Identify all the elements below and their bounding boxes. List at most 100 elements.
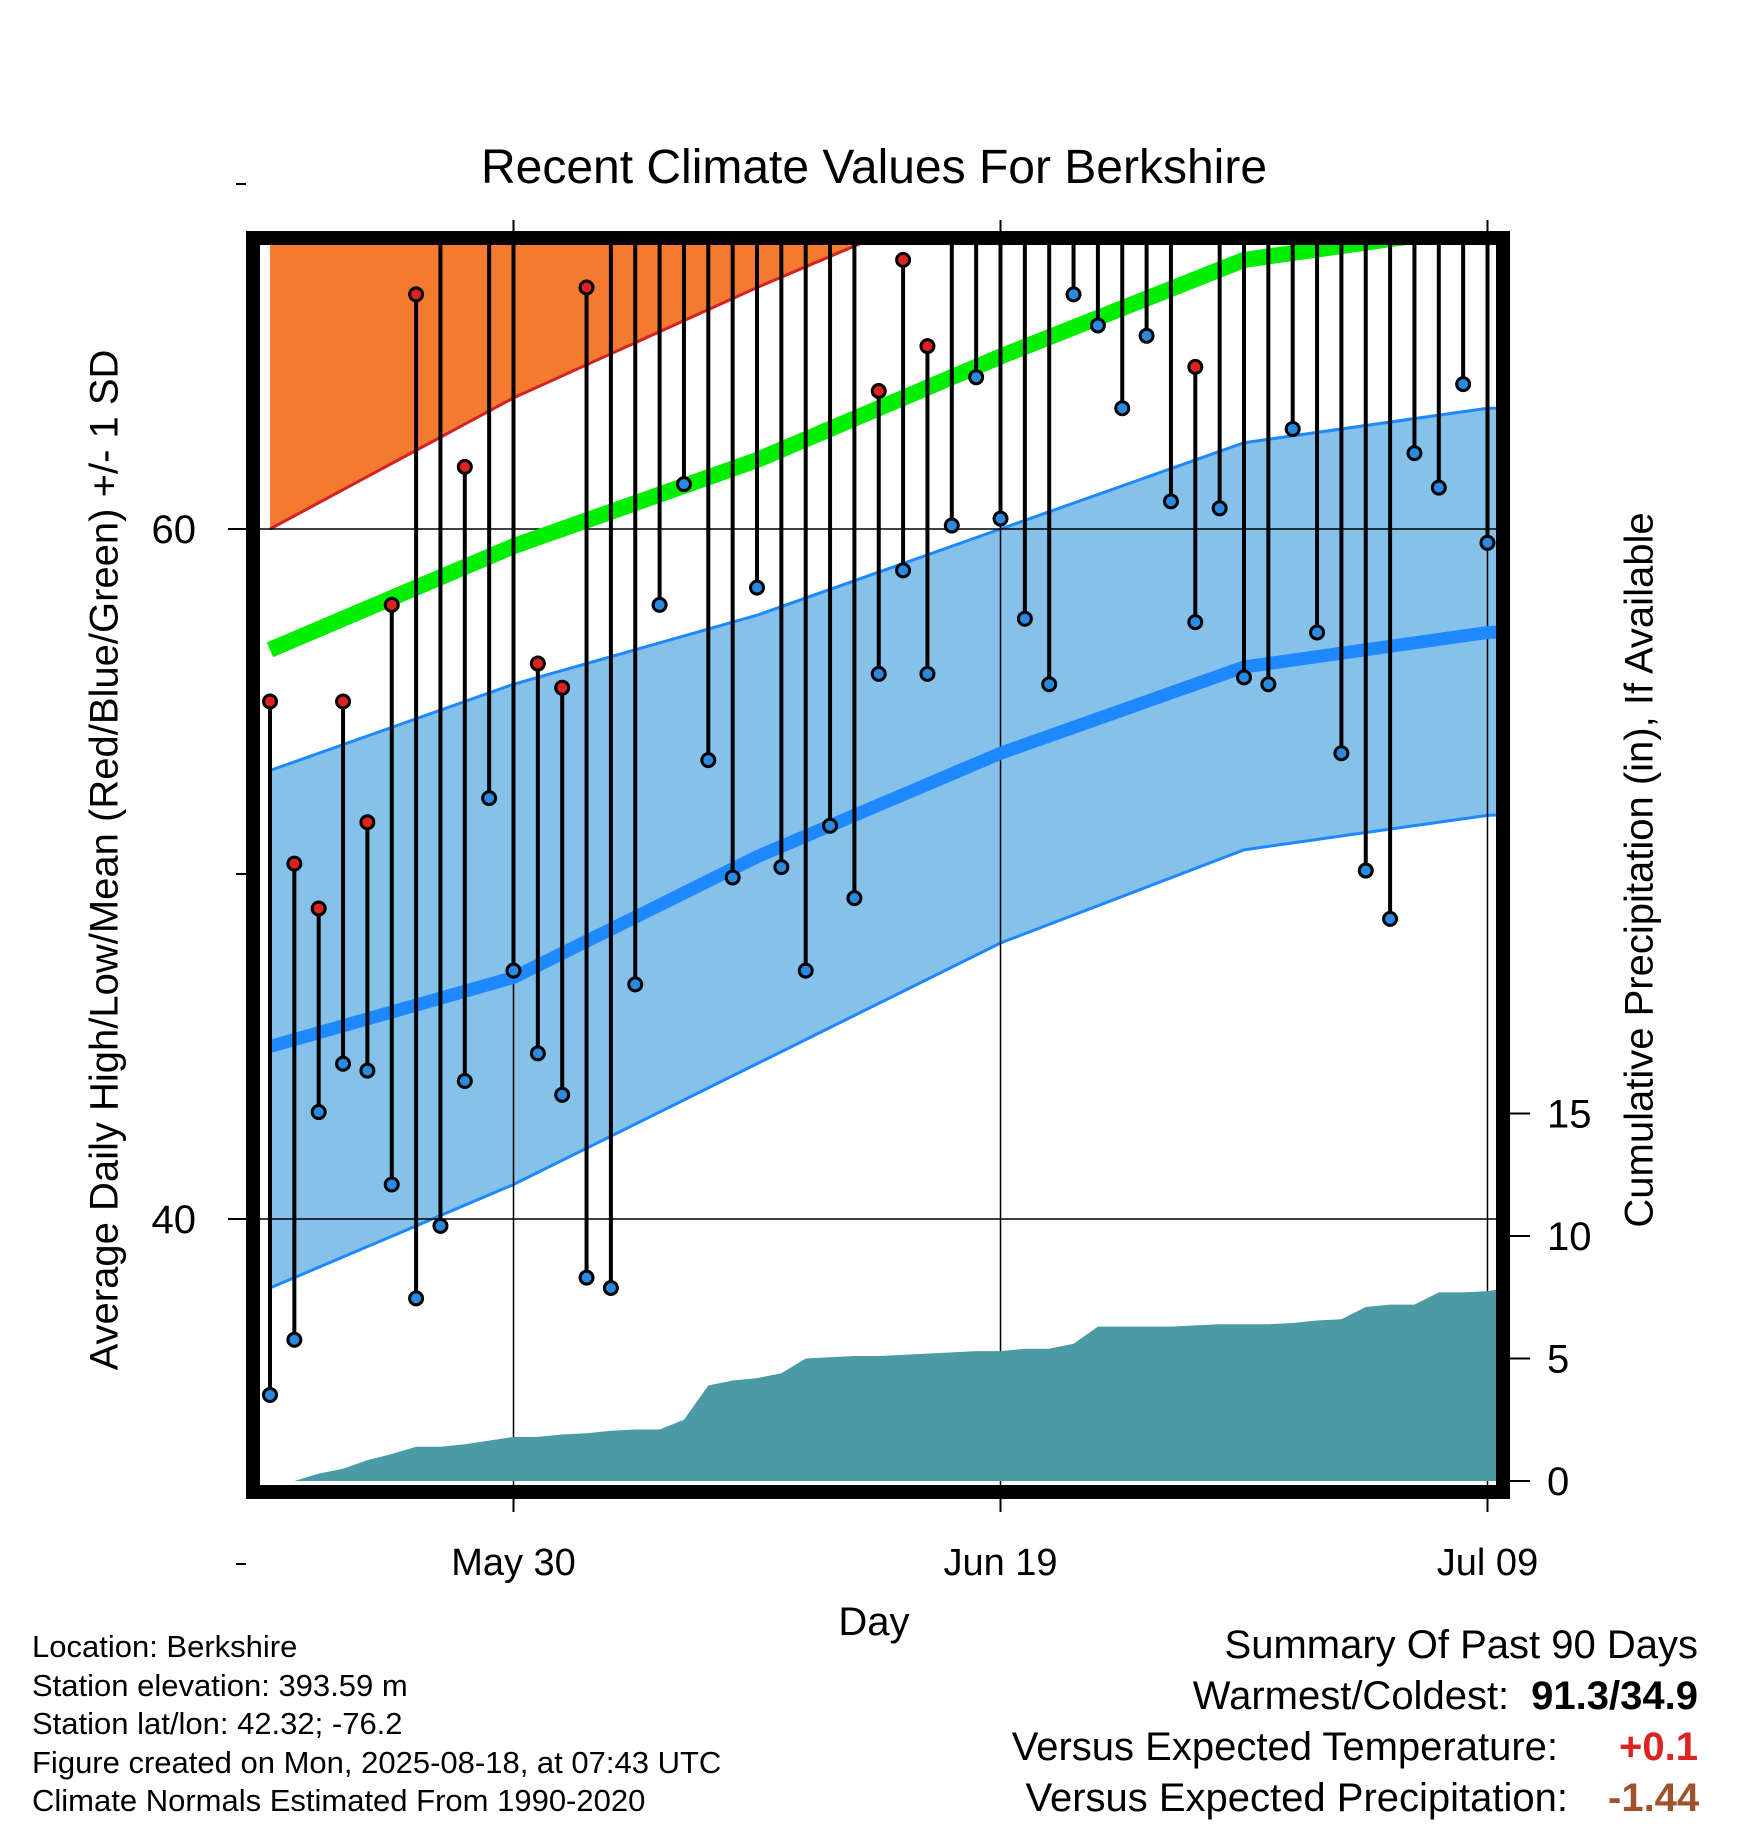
- daily-low-point: [310, 1104, 327, 1121]
- y-right-tick-label: 15: [1547, 1093, 1592, 1137]
- daily-low-point: [627, 976, 644, 993]
- daily-low-point: [456, 1073, 473, 1089]
- daily-low-point: [335, 1055, 352, 1072]
- daily-low-point: [1211, 500, 1228, 517]
- daily-high-point: [434, 202, 447, 215]
- daily-high-point: [408, 286, 425, 303]
- daily-high-point: [1359, 67, 1372, 80]
- low-sd-band: [270, 408, 1496, 1288]
- temp-value: +0.1: [1619, 1725, 1698, 1769]
- daily-high-point: [383, 596, 400, 613]
- x-tick-label: Jun 19: [943, 1542, 1057, 1584]
- daily-low-point: [700, 752, 717, 769]
- daily-low-point: [651, 596, 668, 613]
- daily-low-point: [505, 962, 522, 979]
- daily-low-point: [749, 579, 765, 596]
- normal-low-line: [268, 625, 1496, 1053]
- daily-low-point: [1065, 286, 1082, 303]
- daily-low-point: [1114, 400, 1131, 417]
- warmest-label: Warmest/Coldest:: [1192, 1674, 1510, 1718]
- daily-low-point: [1530, 488, 1543, 501]
- daily-low-point: [675, 476, 692, 493]
- daily-low-point: [1041, 676, 1058, 693]
- daily-high-point: [578, 279, 595, 296]
- daily-low-point: [554, 1086, 571, 1103]
- daily-high-point: [456, 458, 473, 475]
- summary-warmest-row: Warmest/Coldest: 91.3/34.9: [1012, 1671, 1698, 1722]
- daily-low-point: [1676, 274, 1689, 287]
- daily-low-point: [1406, 445, 1423, 462]
- daily-low-point: [1089, 317, 1106, 334]
- daily-high-point: [824, 81, 837, 94]
- daily-low-point: [602, 1280, 619, 1296]
- summary-precip-row: Versus Expected Precipitation: -1.44: [1012, 1773, 1699, 1824]
- daily-low-point: [1016, 610, 1033, 627]
- daily-low-point: [1138, 327, 1155, 344]
- daily-low-point: [870, 665, 887, 682]
- y-right-tick-label: 5: [1547, 1338, 1569, 1382]
- precip-label: Versus Expected Precipitation:: [1025, 1776, 1568, 1820]
- y-left-tick-label: 60: [152, 508, 197, 552]
- normal-mean-line: [266, 245, 1407, 658]
- chart-title: Recent Climate Values For Berkshire: [480, 141, 1268, 194]
- daily-high-point: [1164, 81, 1177, 94]
- daily-high-point: [848, 57, 861, 70]
- daily-high-point: [945, 109, 958, 122]
- high-sd-band-lower-edge: [269, 245, 861, 531]
- daily-low-point: [383, 1176, 400, 1193]
- daily-low-point: [797, 962, 814, 979]
- daily-low-point: [529, 1045, 546, 1062]
- daily-high-point: [335, 693, 352, 710]
- daily-low-point: [822, 817, 839, 834]
- daily-high-point: [870, 383, 887, 399]
- daily-high-point: [529, 655, 546, 672]
- daily-low-point: [286, 1331, 303, 1348]
- daily-high-point: [919, 338, 936, 355]
- y-left-tick-label: 40: [152, 1198, 197, 1242]
- daily-low-point: [1309, 624, 1326, 641]
- summary-temp-row: Versus Expected Temperature: +0.1: [1012, 1722, 1698, 1773]
- info-created: Figure created on Mon, 2025-08-18, at 07…: [32, 1744, 722, 1780]
- station-info: Location: Berkshire Station elevation: 3…: [32, 1628, 721, 1821]
- info-location: Location: Berkshire: [32, 1629, 298, 1664]
- daily-high-point: [895, 251, 912, 268]
- x-axis-label: Day: [838, 1600, 910, 1644]
- warmest-value: 91.3/34.9: [1531, 1674, 1698, 1718]
- daily-low-point: [895, 562, 912, 579]
- daily-low-point: [578, 1269, 595, 1286]
- daily-low-point: [1725, 874, 1738, 887]
- daily-high-point: [1700, 88, 1713, 101]
- y-axis-left-label: Average Daily High/Low/Mean (Red/Blue/Gr…: [82, 349, 127, 1371]
- daily-high-point: [775, 12, 788, 25]
- y-right-tick-label: 10: [1547, 1215, 1592, 1259]
- info-elevation: Station elevation: 393.59 m: [32, 1667, 408, 1703]
- info-latlon: Station lat/lon: 42.32; -76.2: [32, 1706, 403, 1741]
- daily-high-point: [726, 12, 739, 25]
- daily-low-point: [919, 665, 936, 682]
- daily-low-point: [1382, 910, 1399, 927]
- daily-low-point: [359, 1062, 376, 1079]
- daily-low-point: [968, 369, 985, 386]
- temp-label: Versus Expected Temperature:: [1011, 1725, 1558, 1769]
- daily-low-point: [408, 1290, 425, 1307]
- daily-high-point: [262, 693, 278, 710]
- daily-low-point: [1333, 745, 1350, 762]
- daily-high-point: [483, 212, 496, 225]
- daily-low-point: [1162, 493, 1179, 510]
- daily-low-point: [1236, 669, 1252, 686]
- daily-low-point: [1603, 302, 1616, 315]
- y-right-tick-label: 0: [1547, 1460, 1569, 1504]
- info-normals: Climate Normals Estimated From 1990-2020: [32, 1783, 646, 1818]
- summary-heading: Summary Of Past 90 Days: [1224, 1623, 1698, 1667]
- daily-low-point: [1554, 357, 1567, 370]
- x-tick-label: May 30: [451, 1542, 576, 1584]
- daily-low-point: [1700, 816, 1713, 829]
- daily-low-point: [481, 790, 498, 807]
- x-tick-label: Jul 09: [1437, 1542, 1538, 1584]
- plot-frame: [246, 231, 1510, 1499]
- daily-high-point: [359, 814, 376, 831]
- daily-high-point: [310, 900, 327, 917]
- daily-low-point: [262, 1386, 278, 1403]
- precip-area: [294, 1289, 1496, 1481]
